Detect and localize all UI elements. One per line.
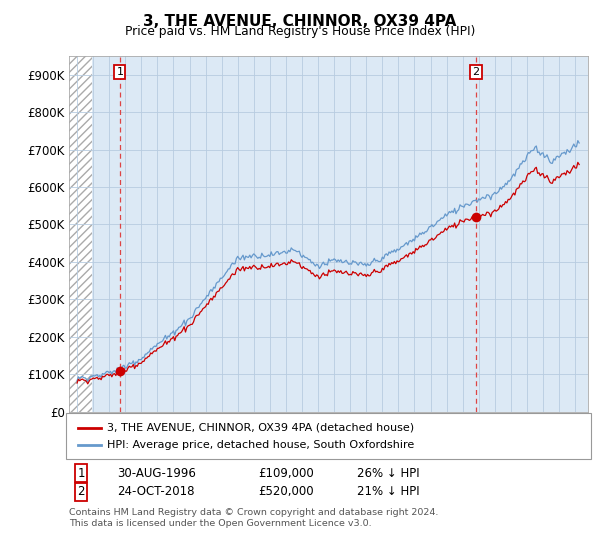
Text: 3, THE AVENUE, CHINNOR, OX39 4PA (detached house): 3, THE AVENUE, CHINNOR, OX39 4PA (detach… [107, 423, 414, 433]
Text: This data is licensed under the Open Government Licence v3.0.: This data is licensed under the Open Gov… [69, 519, 371, 528]
Text: £109,000: £109,000 [258, 466, 314, 480]
Text: 30-AUG-1996: 30-AUG-1996 [117, 466, 196, 480]
Text: 3, THE AVENUE, CHINNOR, OX39 4PA: 3, THE AVENUE, CHINNOR, OX39 4PA [143, 14, 457, 29]
Text: 24-OCT-2018: 24-OCT-2018 [117, 485, 194, 498]
Bar [69, 56, 92, 412]
Text: 1: 1 [116, 67, 124, 77]
Text: 26% ↓ HPI: 26% ↓ HPI [357, 466, 419, 480]
Text: Contains HM Land Registry data © Crown copyright and database right 2024.: Contains HM Land Registry data © Crown c… [69, 508, 439, 517]
Text: 2: 2 [77, 485, 85, 498]
Text: £520,000: £520,000 [258, 485, 314, 498]
Text: Price paid vs. HM Land Registry's House Price Index (HPI): Price paid vs. HM Land Registry's House … [125, 25, 475, 38]
Text: 21% ↓ HPI: 21% ↓ HPI [357, 485, 419, 498]
Text: 2: 2 [472, 67, 479, 77]
Text: 1: 1 [77, 466, 85, 480]
Text: HPI: Average price, detached house, South Oxfordshire: HPI: Average price, detached house, Sout… [107, 440, 414, 450]
